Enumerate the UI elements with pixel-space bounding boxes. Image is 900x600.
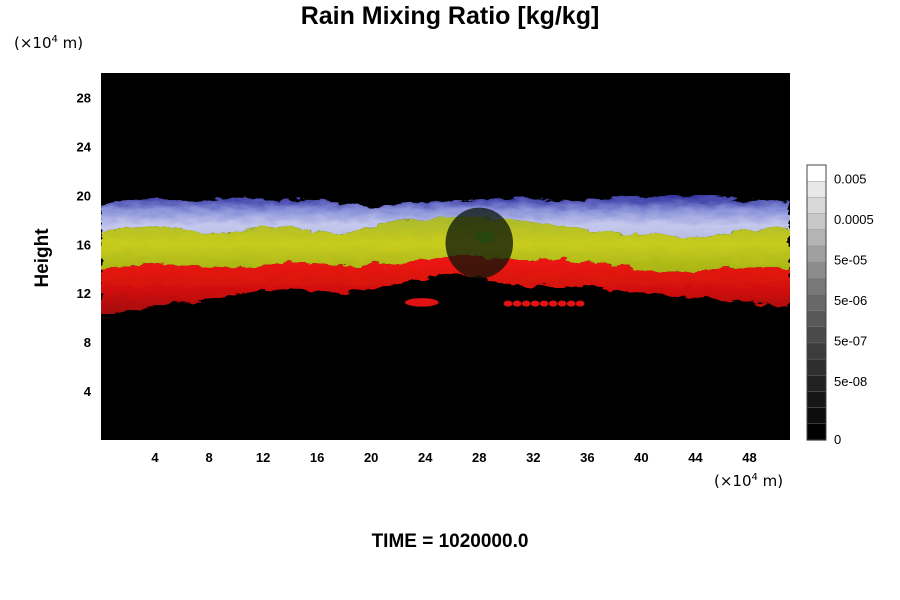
band-red xyxy=(101,256,790,314)
colorbar-label: 0.005 xyxy=(834,172,867,187)
chart-title: Rain Mixing Ratio [kg/kg] xyxy=(300,2,600,30)
colorbar-label: 5e-07 xyxy=(834,333,867,348)
x-axis-unit: (×104 m) xyxy=(714,472,784,490)
red-patch-blob xyxy=(512,300,522,307)
x-tick-label: 44 xyxy=(688,450,703,465)
red-patch-blob xyxy=(539,300,549,307)
x-tick-label: 20 xyxy=(364,450,378,465)
colorbar-segment xyxy=(806,423,827,441)
colorbar-segment xyxy=(806,213,827,231)
x-tick-label: 8 xyxy=(205,450,212,465)
colorbar-label: 0.0005 xyxy=(834,212,874,227)
y-tick-label: 16 xyxy=(77,237,91,252)
colorbar-segment xyxy=(806,197,827,215)
red-patch-blob xyxy=(566,300,576,307)
x-tick-label: 36 xyxy=(580,450,594,465)
x-tick-label: 4 xyxy=(151,450,159,465)
colorbar-label: 5e-08 xyxy=(834,374,867,389)
x-tick-label: 12 xyxy=(256,450,270,465)
y-tick-label: 24 xyxy=(77,139,92,154)
dark-gap-region xyxy=(445,207,514,279)
colorbar-segment xyxy=(806,358,827,376)
x-tick-label: 28 xyxy=(472,450,486,465)
x-tick-label: 24 xyxy=(418,450,433,465)
band-yellow-green xyxy=(101,216,790,272)
red-patch-blob xyxy=(521,300,531,307)
x-tick-label: 40 xyxy=(634,450,648,465)
colorbar-segment xyxy=(806,342,827,360)
y-tick-label: 12 xyxy=(77,286,91,301)
time-label: TIME = 1020000.0 xyxy=(371,531,529,552)
colorbar-segment xyxy=(806,180,827,199)
colorbar-segment xyxy=(806,245,827,263)
red-patch-blob xyxy=(557,300,567,307)
y-axis-unit: (×104 m) xyxy=(14,34,84,52)
red-patch-blob xyxy=(503,300,513,307)
colorbar-segment xyxy=(806,294,827,312)
x-tick-label: 32 xyxy=(526,450,540,465)
colorbar-segment xyxy=(806,229,827,247)
y-tick-label: 20 xyxy=(77,188,91,203)
band-blue-white xyxy=(101,195,790,239)
red-patch-blob xyxy=(548,300,558,307)
colorbar-label: 5e-06 xyxy=(834,293,867,308)
y-tick-label: 4 xyxy=(84,384,92,399)
x-tick-label: 16 xyxy=(310,450,324,465)
colorbar-label: 0 xyxy=(834,432,841,447)
red-patch-blob xyxy=(575,300,585,307)
colorbar-segment xyxy=(806,391,827,409)
colorbar-segment xyxy=(806,326,827,344)
y-tick-label: 8 xyxy=(84,335,91,350)
green-core xyxy=(475,231,496,244)
colorbar-segment xyxy=(806,164,827,182)
colorbar-segment xyxy=(806,310,827,328)
red-patch xyxy=(404,298,439,307)
colorbar-segment xyxy=(806,278,827,296)
colorbar-segment xyxy=(806,407,827,425)
y-tick-label: 28 xyxy=(77,90,91,105)
colorbar-segment xyxy=(806,261,827,279)
colorbar-frame xyxy=(806,164,827,441)
x-tick-label: 48 xyxy=(742,450,756,465)
colorbar-segment xyxy=(806,375,827,393)
colorbar-label: 5e-05 xyxy=(834,252,867,267)
red-patch-blob xyxy=(530,300,540,307)
